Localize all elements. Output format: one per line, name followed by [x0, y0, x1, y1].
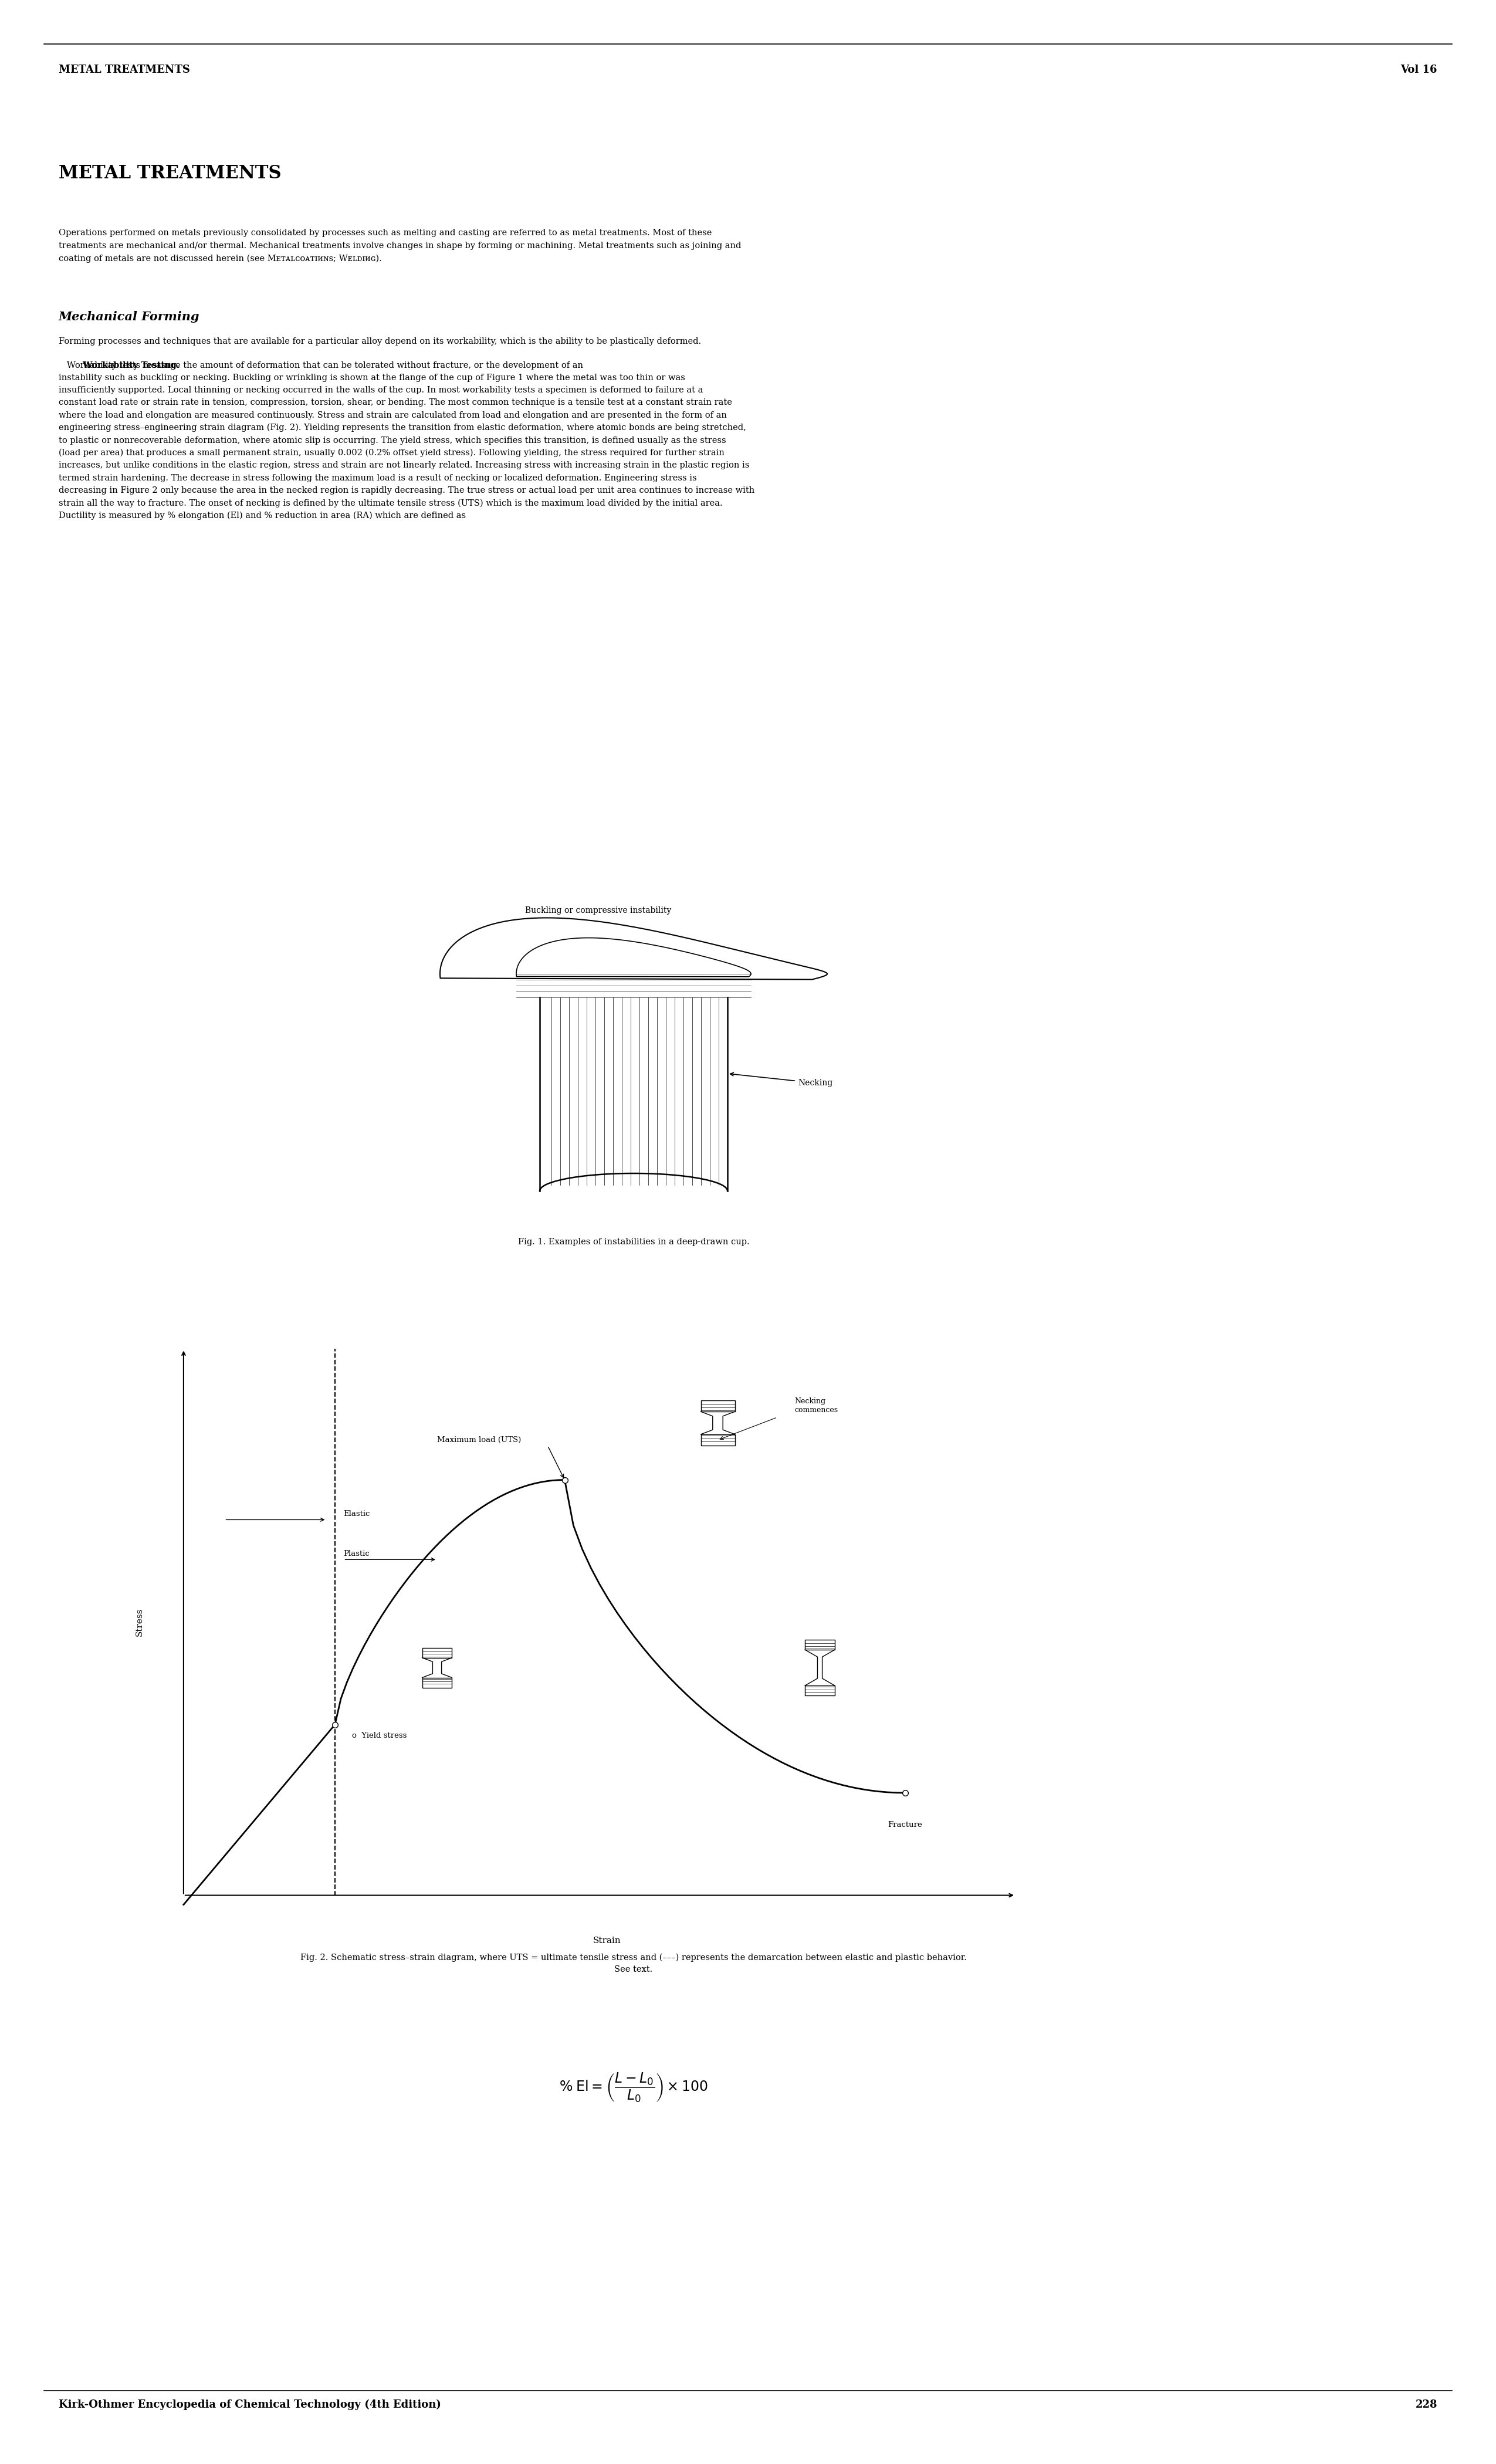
Bar: [422, 1678, 452, 1688]
Bar: [700, 1434, 735, 1446]
Text: Fracture: Fracture: [887, 1821, 922, 1828]
Bar: [422, 1648, 452, 1658]
Text: Operations performed on metals previously consolidated by processes such as melt: Operations performed on metals previousl…: [58, 229, 741, 264]
Text: Vol 16: Vol 16: [1400, 64, 1438, 74]
Text: Forming processes and techniques that are available for a particular alloy depen: Forming processes and techniques that ar…: [58, 338, 702, 345]
Text: Workability tests measure the amount of deformation that can be tolerated withou: Workability tests measure the amount of …: [58, 362, 754, 520]
Text: Plastic: Plastic: [344, 1550, 370, 1557]
Text: Buckling or compressive instability: Buckling or compressive instability: [525, 907, 672, 914]
Text: Workability Testing.: Workability Testing.: [58, 362, 180, 370]
Text: Necking
commences: Necking commences: [794, 1397, 838, 1414]
Text: METAL TREATMENTS: METAL TREATMENTS: [58, 64, 190, 74]
Text: Stress: Stress: [135, 1609, 144, 1636]
Text: Fig. 2. Schematic stress–strain diagram, where UTS = ultimate tensile stress and: Fig. 2. Schematic stress–strain diagram,…: [301, 1954, 966, 1974]
Text: o  Yield stress: o Yield stress: [352, 1732, 407, 1740]
Text: Elastic: Elastic: [344, 1510, 370, 1518]
Text: METAL TREATMENTS: METAL TREATMENTS: [58, 165, 281, 182]
Text: $\% \; \mathrm{El} = \left(\dfrac{L - L_0}{L_0}\right) \times 100$: $\% \; \mathrm{El} = \left(\dfrac{L - L_…: [560, 2070, 708, 2104]
Text: Maximum load (UTS): Maximum load (UTS): [437, 1437, 521, 1444]
Text: Fig. 1. Examples of instabilities in a deep-drawn cup.: Fig. 1. Examples of instabilities in a d…: [518, 1237, 749, 1247]
Bar: [805, 1685, 835, 1695]
Text: 228: 228: [1415, 2400, 1438, 2410]
Text: Kirk-Othmer Encyclopedia of Chemical Technology (4th Edition): Kirk-Othmer Encyclopedia of Chemical Tec…: [58, 2400, 441, 2410]
Bar: [805, 1639, 835, 1651]
Text: Strain: Strain: [594, 1937, 621, 1944]
Text: Mechanical Forming: Mechanical Forming: [58, 310, 200, 323]
Text: Necking: Necking: [730, 1072, 833, 1087]
Bar: [700, 1400, 735, 1412]
